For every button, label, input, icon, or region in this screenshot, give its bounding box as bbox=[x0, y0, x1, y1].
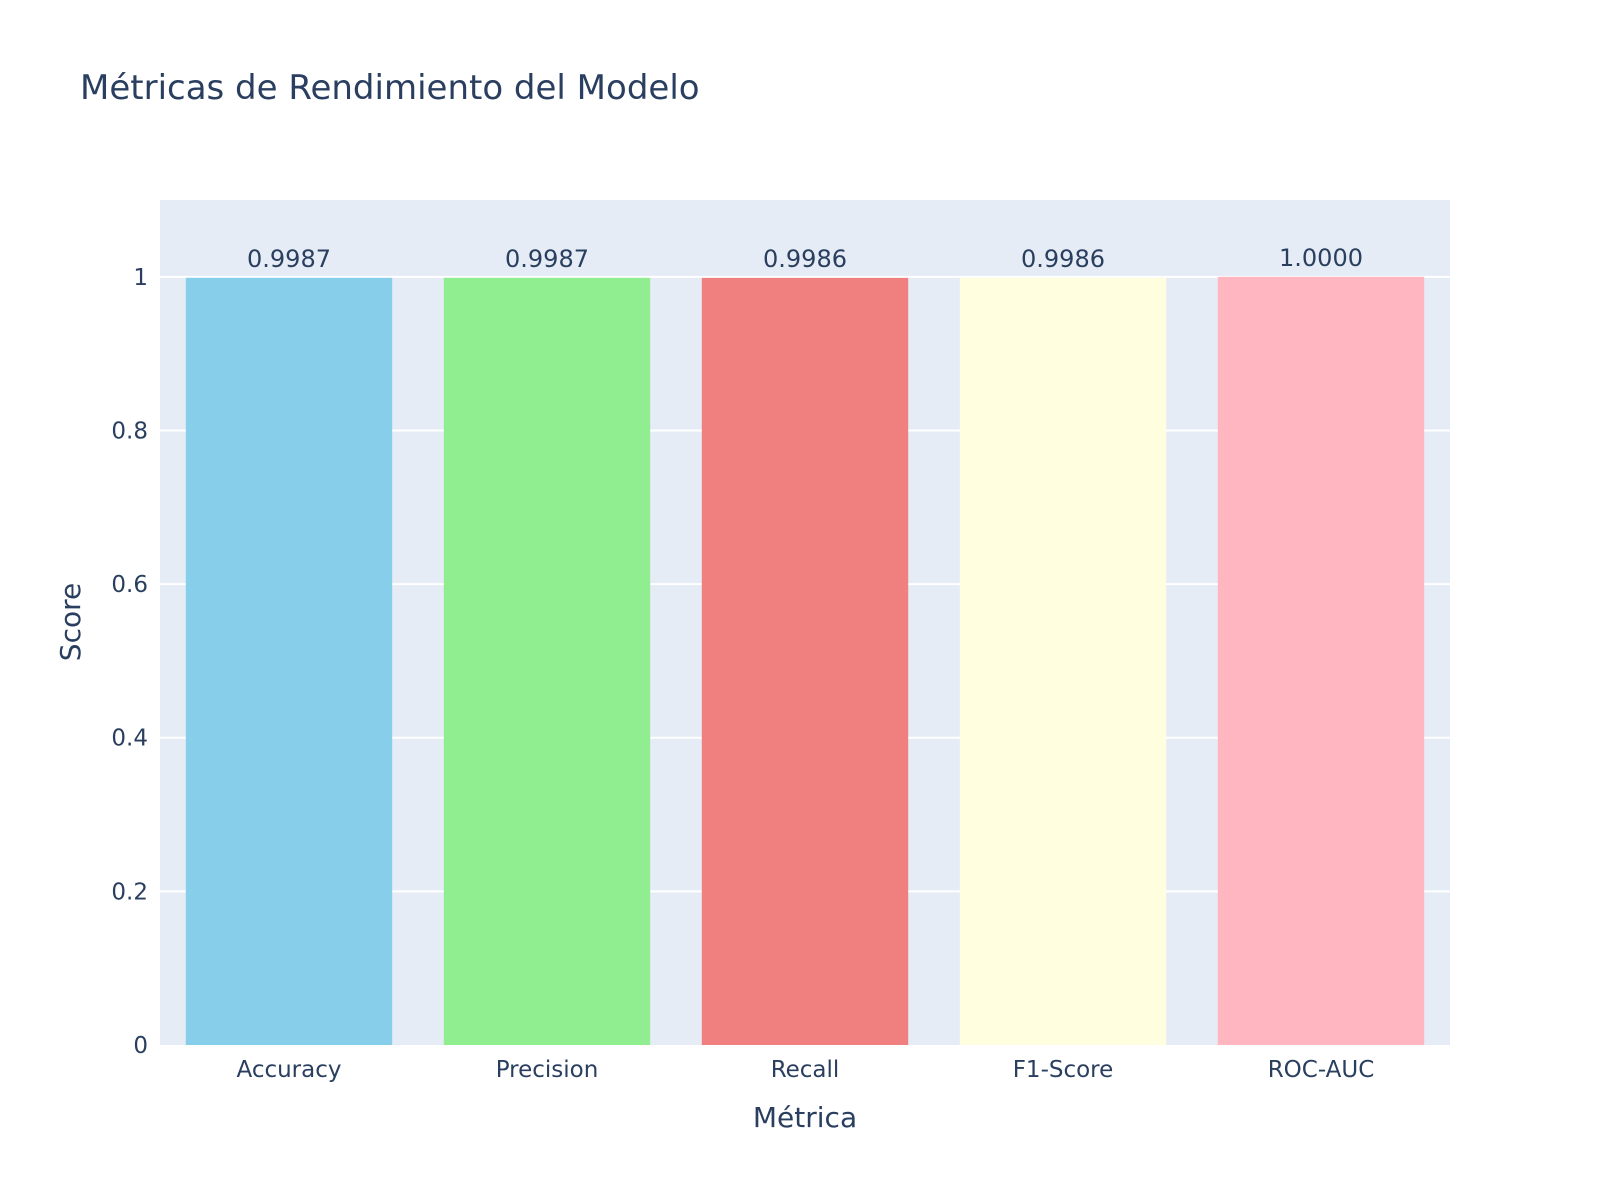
data-labels: 0.9987 0.9987 0.9986 0.9986 1.0000 bbox=[247, 244, 1363, 273]
x-axis-ticks: Accuracy Precision Recall F1-Score ROC-AUC bbox=[236, 1057, 1374, 1083]
x-tick-label: F1-Score bbox=[1013, 1057, 1114, 1083]
y-tick-label: 1 bbox=[133, 265, 148, 291]
bar-roc-auc[interactable] bbox=[1217, 276, 1425, 1045]
bar-value-label: 0.9986 bbox=[763, 245, 847, 273]
bar-recall[interactable] bbox=[701, 277, 909, 1045]
bar-value-label: 0.9987 bbox=[505, 245, 589, 273]
x-axis-title: Métrica bbox=[753, 1101, 857, 1134]
bar-value-label: 0.9987 bbox=[247, 245, 331, 273]
chart-title: Métricas de Rendimiento del Modelo bbox=[80, 68, 700, 108]
bar-accuracy[interactable] bbox=[185, 277, 393, 1046]
y-tick-label: 0.6 bbox=[111, 572, 148, 598]
bar-precision[interactable] bbox=[443, 277, 651, 1046]
bars bbox=[185, 276, 1425, 1046]
bar-value-label: 1.0000 bbox=[1279, 244, 1363, 272]
y-tick-label: 0.4 bbox=[111, 726, 148, 752]
x-tick-label: ROC-AUC bbox=[1268, 1057, 1375, 1083]
bar-f1-score[interactable] bbox=[959, 277, 1167, 1045]
bar-value-label: 0.9986 bbox=[1021, 245, 1105, 273]
y-tick-label: 0.2 bbox=[111, 879, 148, 905]
x-tick-label: Precision bbox=[496, 1057, 599, 1083]
y-axis-title: Score bbox=[54, 583, 87, 661]
y-tick-label: 0.8 bbox=[111, 418, 148, 444]
y-tick-label: 0 bbox=[133, 1033, 148, 1059]
x-tick-label: Recall bbox=[771, 1057, 840, 1083]
x-tick-label: Accuracy bbox=[236, 1057, 341, 1083]
y-axis-ticks: 0 0.2 0.4 0.6 0.8 1 bbox=[111, 265, 148, 1059]
